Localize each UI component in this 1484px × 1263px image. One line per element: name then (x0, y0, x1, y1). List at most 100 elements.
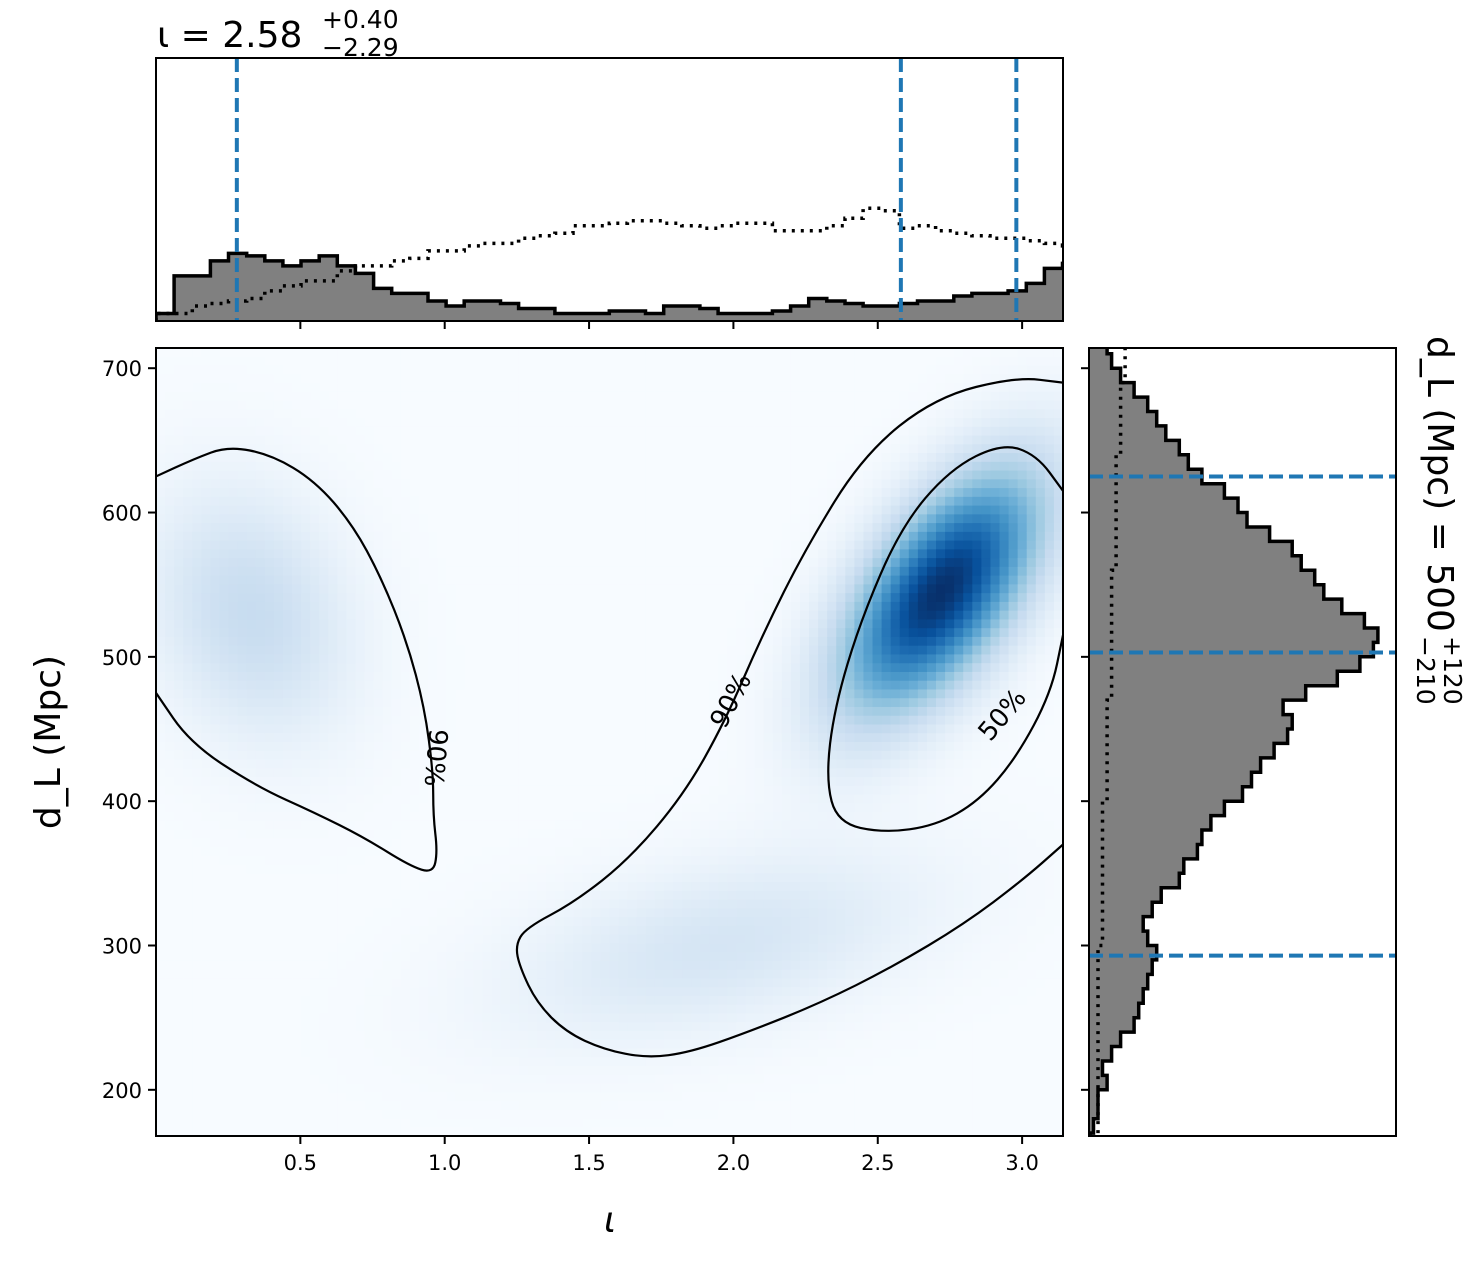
heatmap-cell (582, 1057, 592, 1067)
heatmap-cell (210, 908, 221, 918)
heatmap-cell (282, 470, 293, 480)
heatmap-cell (165, 593, 175, 603)
heatmap-cell (419, 671, 429, 682)
heatmap-cell (491, 882, 502, 892)
heatmap-cell (165, 645, 175, 656)
heatmap-cell (437, 995, 447, 1006)
heatmap-cell (237, 435, 248, 445)
heatmap-cell (419, 689, 429, 699)
heatmap-cell (292, 978, 302, 988)
heatmap-cell (409, 531, 420, 542)
heatmap-cell (536, 636, 547, 647)
heatmap-cell (500, 1057, 511, 1067)
heatmap-cell (446, 601, 456, 612)
heatmap-cell (600, 383, 611, 393)
heatmap-cell (355, 645, 366, 656)
heatmap-cell (165, 453, 175, 463)
heatmap-cell (364, 724, 375, 734)
heatmap-cell (609, 383, 620, 393)
heatmap-cell (464, 400, 475, 410)
heatmap-cell (282, 636, 293, 647)
heatmap-cell (509, 549, 520, 559)
heatmap-cell (364, 566, 375, 577)
heatmap-cell (228, 1127, 239, 1137)
heatmap-cell (600, 479, 611, 489)
heatmap-cell (536, 952, 547, 962)
heatmap-cell (192, 426, 202, 437)
heatmap-cell (428, 689, 438, 699)
heatmap-cell (518, 680, 529, 691)
heatmap-cell (500, 461, 511, 472)
heatmap-cell (546, 671, 556, 682)
heatmap-cell (527, 575, 538, 585)
heatmap-cell (627, 1100, 638, 1111)
heatmap-cell (654, 715, 665, 726)
heatmap-cell (328, 409, 338, 419)
heatmap-cell (609, 558, 620, 568)
heatmap-cell (473, 724, 484, 734)
heatmap-cell (165, 1048, 175, 1058)
heatmap-cell (482, 523, 493, 533)
heatmap-cell (346, 470, 357, 480)
heatmap-cell (319, 523, 329, 533)
heatmap-cell (210, 987, 221, 997)
heatmap-cell (273, 1057, 284, 1067)
heatmap-cell (183, 917, 193, 927)
heatmap-cell (346, 899, 357, 909)
heatmap-cell (400, 759, 411, 769)
heatmap-cell (609, 1092, 620, 1102)
heatmap-cell (446, 584, 456, 594)
heatmap-cell (473, 645, 484, 656)
heatmap-cell (473, 1083, 484, 1093)
heatmap-cell (518, 654, 529, 664)
heatmap-cell (546, 768, 556, 778)
heatmap-cell (165, 847, 175, 857)
heatmap-cell (219, 636, 230, 647)
heatmap-cell (509, 899, 520, 909)
heatmap-cell (509, 829, 520, 839)
heatmap-cell (373, 1092, 384, 1102)
heatmap-cell (600, 768, 611, 778)
heatmap-cell (627, 531, 638, 542)
heatmap-cell (355, 847, 366, 857)
heatmap-cell (591, 987, 602, 997)
heatmap-cell (156, 1013, 166, 1023)
heatmap-cell (237, 540, 248, 550)
heatmap-cell (527, 619, 538, 629)
heatmap-cell (382, 365, 393, 375)
heatmap-cell (582, 680, 592, 691)
heatmap-cell (491, 1030, 502, 1041)
heatmap-cell (237, 1013, 248, 1023)
heatmap-cell (464, 777, 475, 787)
heatmap-cell (419, 1092, 429, 1102)
heatmap-cell (419, 636, 429, 647)
heatmap-cell (192, 628, 202, 638)
heatmap-cell (228, 925, 239, 936)
heatmap-cell (627, 636, 638, 647)
heatmap-cell (473, 706, 484, 717)
heatmap-cell (409, 969, 420, 979)
heatmap-cell (346, 584, 357, 594)
heatmap-cell (282, 1109, 293, 1120)
heatmap-cell (301, 356, 311, 367)
heatmap-cell (555, 1013, 565, 1023)
heatmap-cell (618, 566, 629, 577)
heatmap-cell (527, 636, 538, 647)
heatmap-cell (346, 706, 357, 717)
heatmap-cell (183, 952, 193, 962)
heatmap-cell (273, 426, 284, 437)
heatmap-cell (555, 978, 565, 988)
heatmap-cell (446, 365, 456, 375)
heatmap-cell (464, 1074, 475, 1085)
heatmap-cell (310, 995, 320, 1006)
heatmap-cell (219, 1048, 230, 1058)
heatmap-cell (310, 1074, 320, 1085)
heatmap-cell (310, 654, 320, 664)
heatmap-cell (201, 724, 212, 734)
heatmap-cell (446, 418, 456, 428)
heatmap-cell (246, 1127, 257, 1137)
heatmap-cell (156, 593, 166, 603)
heatmap-cell (419, 1004, 429, 1015)
heatmap-cell (201, 601, 212, 612)
heatmap-cell (273, 523, 284, 533)
